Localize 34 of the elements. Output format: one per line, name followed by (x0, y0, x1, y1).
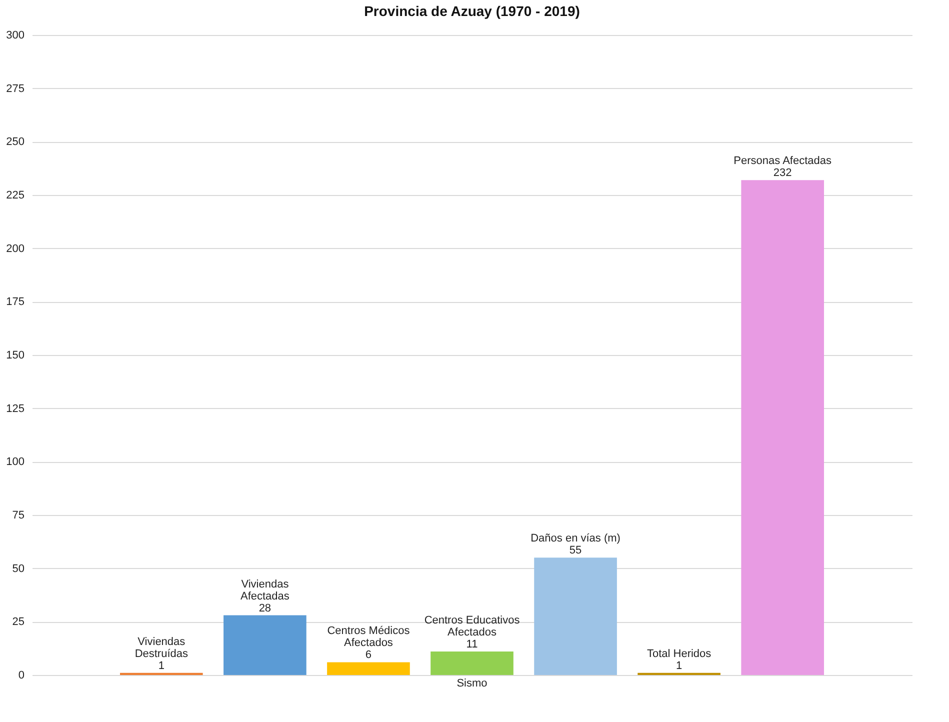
x-tick-label: Sismo (456, 678, 488, 690)
y-tick-label: 175 (6, 296, 24, 308)
y-tick-label: 275 (6, 82, 24, 95)
bar (534, 558, 617, 675)
series-label: Centros Educativos Afectados (424, 614, 520, 639)
chart-title: Provincia de Azuay (1970 - 2019) (364, 3, 580, 19)
series-label: Centros Médicos Afectados (327, 625, 410, 650)
series-label: Daños en vías (m) (530, 532, 620, 545)
y-tick-label: 250 (6, 136, 24, 148)
y-tick-label: 0 (18, 670, 24, 682)
series-label: Personas Afectadas (734, 155, 832, 168)
series-label: Viviendas Destruídas (134, 636, 188, 660)
data-label: 6 (365, 649, 372, 662)
y-tick-label: 100 (6, 456, 24, 468)
bar (430, 652, 514, 675)
y-tick-label: 150 (6, 350, 24, 362)
y-tick-label: 300 (6, 30, 24, 42)
bar (224, 615, 306, 675)
y-tick-label: 225 (6, 190, 24, 202)
y-tick-label: 25 (12, 616, 24, 628)
data-label: 1 (158, 660, 164, 672)
data-label: 28 (258, 602, 272, 614)
data-label: 232 (773, 167, 792, 180)
y-tick-label: 200 (6, 242, 24, 255)
data-label: 1 (676, 660, 682, 672)
y-tick-label: 125 (6, 402, 24, 415)
series-label: Viviendas Afectadas (240, 578, 290, 602)
bar (741, 180, 824, 675)
series-label: Total Heridos (646, 648, 712, 660)
y-tick-label: 75 (12, 510, 24, 522)
data-label: 55 (569, 544, 582, 557)
data-label: 11 (466, 638, 478, 651)
y-tick-label: 50 (12, 562, 24, 575)
bar (327, 662, 410, 675)
